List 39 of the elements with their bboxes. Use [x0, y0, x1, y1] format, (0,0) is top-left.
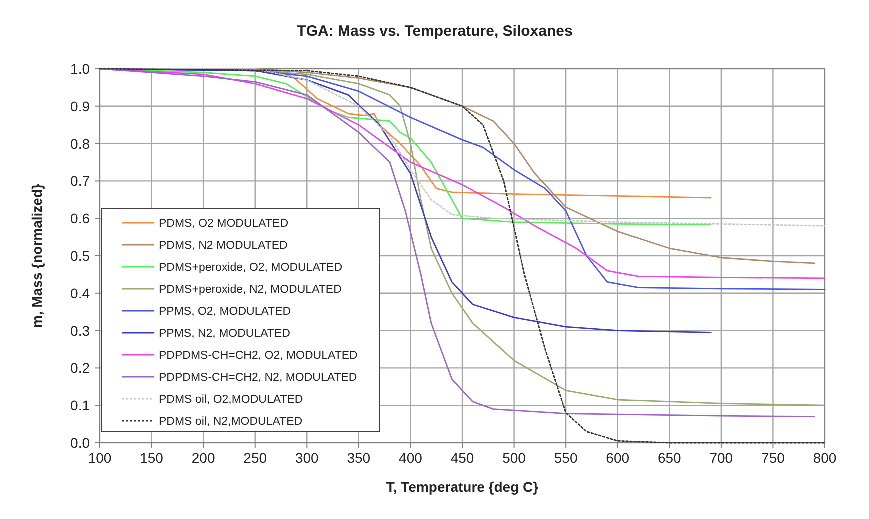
x-tick-label: 500 — [502, 450, 526, 466]
x-tick-label: 350 — [347, 450, 371, 466]
legend-label: PDMS+peroxide, N2, MODULATED — [159, 284, 342, 296]
legend-label: PDMS oil, O2,MODULATED — [159, 394, 304, 406]
x-tick-label: 800 — [813, 450, 837, 466]
y-tick-label: 0.7 — [70, 173, 90, 190]
x-tick-label: 150 — [140, 450, 164, 466]
x-tick-label: 400 — [399, 450, 423, 466]
y-tick-label: 0.3 — [70, 322, 90, 339]
chart-title: TGA: Mass vs. Temperature, Siloxanes — [297, 23, 573, 40]
legend-label: PDMS, O2 MODULATED — [159, 218, 288, 230]
y-tick-label: 0.0 — [70, 435, 90, 451]
y-axis-title: m, Mass {normalized} — [29, 183, 45, 328]
x-tick-label: 300 — [295, 450, 320, 466]
legend-label: PDPDMS-CH=CH2, O2, MODULATED — [159, 350, 358, 362]
y-tick-label: 0.1 — [70, 398, 90, 414]
y-tick-label: 0.4 — [70, 285, 90, 302]
legend-label: PDMS oil, N2,MODULATED — [159, 416, 303, 428]
y-tick-label: 1.0 — [70, 61, 90, 77]
y-tick-label: 0.8 — [70, 136, 90, 152]
legend-label: PDMS+peroxide, O2, MODULATED — [159, 262, 343, 274]
y-tick-label: 0.9 — [70, 98, 90, 114]
x-tick-label: 450 — [450, 450, 474, 466]
legend-label: PPMS, N2, MODULATED — [159, 328, 290, 340]
x-tick-label: 750 — [762, 450, 786, 466]
x-tick-label: 550 — [554, 450, 578, 466]
y-tick-label: 0.2 — [70, 360, 90, 376]
y-tick-label: 0.6 — [70, 210, 90, 227]
legend-label: PPMS, O2, MODULATED — [159, 306, 292, 318]
y-tick-label: 0.5 — [70, 248, 90, 264]
legend-label: PDPDMS-CH=CH2, N2, MODULATED — [159, 372, 358, 384]
x-tick-label: 200 — [192, 450, 216, 466]
legend-label: PDMS, N2 MODULATED — [159, 240, 288, 252]
x-tick-label: 600 — [606, 450, 630, 466]
x-tick-label: 650 — [658, 450, 682, 466]
x-tick-label: 100 — [88, 450, 112, 466]
x-tick-label: 700 — [710, 450, 734, 466]
x-tick-label: 250 — [244, 450, 268, 466]
x-axis-title: T, Temperature {deg C} — [386, 479, 540, 495]
